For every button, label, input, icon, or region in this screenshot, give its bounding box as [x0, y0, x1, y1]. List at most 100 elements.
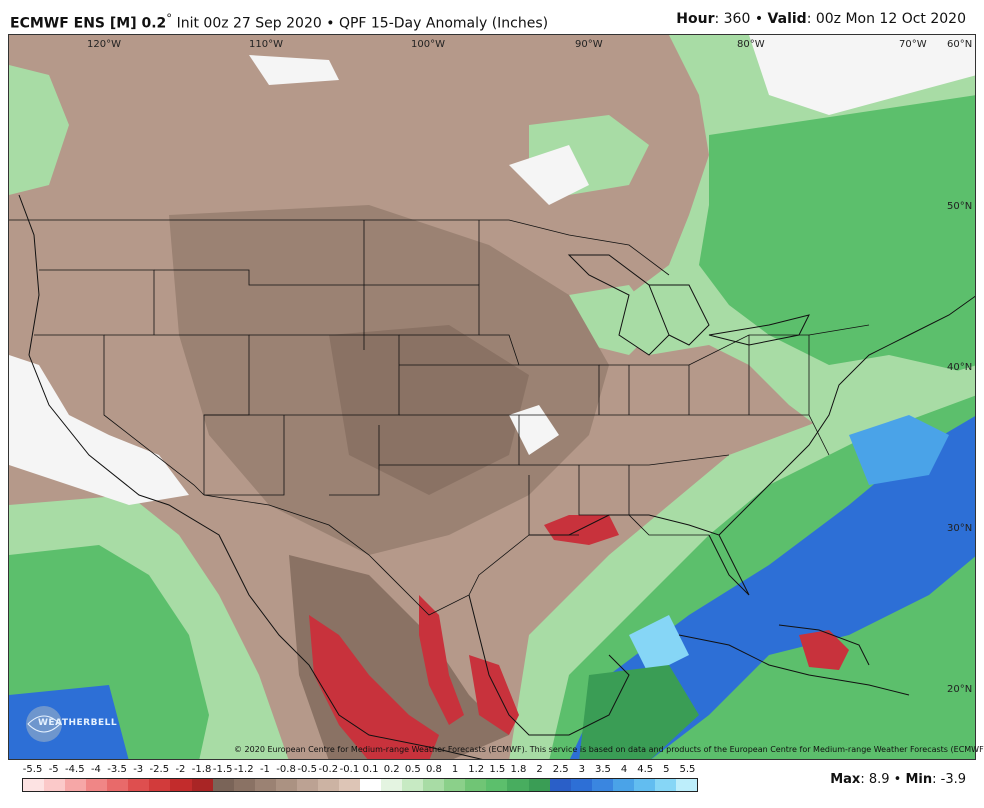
legend-swatch [107, 779, 129, 791]
max-value: : 8.9 [860, 772, 890, 787]
min-label: Min [905, 772, 933, 787]
legend-swatch [128, 779, 150, 791]
legend-tick-label: 1.8 [510, 764, 527, 775]
lat-label-20n: 20°N [947, 684, 972, 695]
legend-tick-label: -3.5 [107, 764, 127, 775]
map-title: ECMWF ENS [M] 0.2° Init 00z 27 Sep 2020 … [10, 11, 548, 32]
mexico-strong-dry-1 [309, 615, 439, 759]
mexico-strong-dry-3 [469, 655, 519, 735]
legend-swatch [675, 779, 697, 791]
lon-label-90w: 90°W [575, 39, 603, 50]
legend-tick-label: -3 [133, 764, 144, 775]
legend-tick-label: 0.5 [404, 764, 421, 775]
legend-tick-label: 5 [663, 764, 670, 775]
legend-swatch [654, 779, 676, 791]
yucatan-wet [579, 665, 699, 759]
legend-swatch [212, 779, 234, 791]
legend-tick-label: -5 [48, 764, 59, 775]
legend-swatch [275, 779, 297, 791]
legend-swatch [486, 779, 508, 791]
legend-color-bar [22, 778, 698, 792]
legend-tick-label: -2.5 [149, 764, 170, 775]
max-min-stats: Max: 8.9 • Min: -3.9 [830, 772, 966, 787]
legend-tick-label: 1.5 [489, 764, 506, 775]
legend-tick-label: -1 [259, 764, 270, 775]
hour-value: : 360 [714, 11, 751, 27]
legend-tick-label: -2 [175, 764, 186, 775]
legend-tick-label: -4 [90, 764, 101, 775]
legend-swatch [317, 779, 339, 791]
legend-swatch [444, 779, 466, 791]
legend-tick-label: -0.5 [297, 764, 317, 775]
political-boundaries [9, 219, 870, 616]
lon-label-70w: 70°W [899, 39, 927, 50]
color-legend: -5.5 -5 -4.5 -4 -3.5 -3 -2.5 -2 -1.8 -1.5 -1.2 -1 -0… [22, 762, 702, 802]
legend-swatch [86, 779, 108, 791]
legend-swatch [612, 779, 634, 791]
legend-swatch [549, 779, 571, 791]
legend-tick-label: 0.8 [425, 764, 442, 775]
legend-swatch [633, 779, 655, 791]
legend-tick-label: -5.5 [22, 764, 43, 775]
legend-swatch [233, 779, 255, 791]
anomaly-map[interactable]: 120°W 110°W 100°W 90°W 80°W 70°W 60°N 50… [8, 34, 976, 760]
legend-tick-label: -1.8 [191, 764, 212, 775]
lon-label-120w: 120°W [87, 39, 121, 50]
hispaniola-strong-dry [799, 630, 849, 670]
gulf-extreme-wet [629, 615, 689, 675]
legend-tick-label: -1.5 [212, 764, 233, 775]
legend-tick-label: 2.5 [552, 764, 569, 775]
legend-swatch [591, 779, 613, 791]
legend-swatch [44, 779, 66, 791]
header: ECMWF ENS [M] 0.2° Init 00z 27 Sep 2020 … [0, 0, 984, 34]
valid-bullet: • [754, 11, 764, 27]
hour-label: Hour [676, 11, 715, 27]
legend-tick-label: -0.1 [339, 764, 360, 775]
legend-swatch [296, 779, 318, 791]
legend-swatch [465, 779, 487, 791]
legend-tick-label: 3.5 [594, 764, 611, 775]
coastlines [18, 194, 975, 759]
legend-swatch [381, 779, 403, 791]
legend-tick-label: 1 [451, 764, 459, 775]
legend-swatch [65, 779, 87, 791]
lat-label-50n: 50°N [947, 201, 972, 212]
legend-tick-label: 5.5 [679, 764, 696, 775]
legend-swatch [149, 779, 171, 791]
product-name: QPF 15-Day Anomaly (Inches) [338, 15, 549, 32]
louisiana-strong-dry [544, 515, 619, 545]
legend-swatch [507, 779, 529, 791]
lat-label-30n: 30°N [947, 523, 972, 534]
legend-swatch [254, 779, 276, 791]
min-value: : -3.9 [932, 772, 966, 787]
weatherbell-logo [22, 702, 108, 746]
legend-tick-label: 3 [578, 764, 585, 775]
legend-tick-label: 4.5 [637, 764, 654, 775]
map-svg: 120°W 110°W 100°W 90°W 80°W 70°W 60°N 50… [9, 35, 975, 759]
stats-bullet: • [893, 772, 902, 787]
valid-info: Hour: 360 • Valid: 00z Mon 12 Oct 2020 [676, 11, 966, 27]
legend-swatch [402, 779, 424, 791]
lon-label-80w: 80°W [737, 39, 765, 50]
legend-tick-label: 4 [620, 764, 628, 775]
valid-value: : 00z Mon 12 Oct 2020 [806, 11, 966, 27]
legend-tick-label: -0.2 [318, 764, 339, 775]
copyright-notice: © 2020 European Centre for Medium-range … [234, 745, 984, 754]
max-label: Max [830, 772, 861, 787]
quebec-neutral [749, 35, 975, 115]
legend-tick-label: -4.5 [65, 764, 85, 775]
alberta-neutral [249, 55, 339, 85]
legend-swatch [528, 779, 550, 791]
legend-tick-label: 0.1 [362, 764, 379, 775]
manitoba-neutral [509, 145, 589, 205]
atlantic-very-wet-core [849, 415, 949, 485]
init-time: Init 00z 27 Sep 2020 [176, 15, 322, 32]
logo-text: WEATHERBELL [38, 718, 118, 728]
lat-label-40n: 40°N [947, 362, 972, 373]
legend-swatch [170, 779, 192, 791]
legend-swatch [191, 779, 213, 791]
title-bullet: • [326, 15, 335, 32]
legend-swatch [423, 779, 445, 791]
lon-label-60n: 60°N [947, 39, 972, 50]
legend-swatch [360, 779, 382, 791]
